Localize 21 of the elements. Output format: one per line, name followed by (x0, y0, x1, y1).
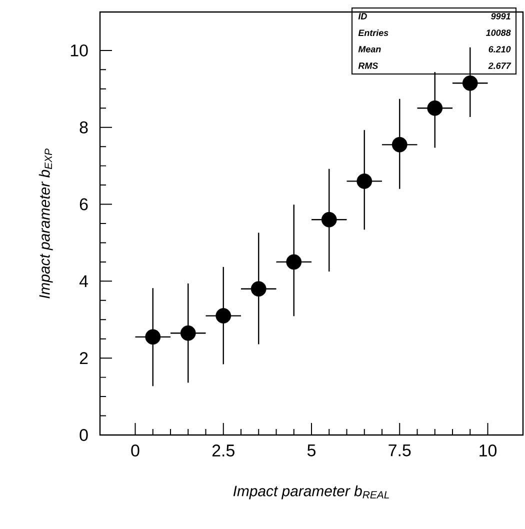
annotation: 2.677 (488, 62, 512, 69)
x-axis-title: Impact parameter b$_{REAL}$ (233, 485, 389, 500)
x-tick-label: 10 (480, 444, 497, 457)
y-tick-label: 8 (80, 121, 88, 134)
y-tick-label: 4 (79, 275, 88, 287)
x-tick-label: 5 (307, 444, 316, 456)
x-tick-label: 0 (131, 444, 140, 457)
y-tick-label: 6 (80, 198, 88, 210)
annotation: Entries (358, 29, 388, 36)
annotation: RMS (358, 62, 378, 69)
y-tick-label: 2 (80, 352, 88, 364)
x-tick-label: 7.5 (388, 444, 411, 456)
annotation: Mean (358, 46, 381, 52)
y-tick-label: 10 (70, 44, 88, 56)
annotation: 10088 (486, 30, 511, 36)
y-tick-label: 0 (80, 428, 88, 441)
y-axis-title: Impact parameter b$_{EXP}$ (38, 148, 53, 298)
x-tick-label: 2.5 (212, 444, 234, 457)
annotation: ID (358, 13, 367, 20)
annotation: 9991 (491, 13, 510, 20)
annotation: 6.210 (488, 46, 511, 52)
